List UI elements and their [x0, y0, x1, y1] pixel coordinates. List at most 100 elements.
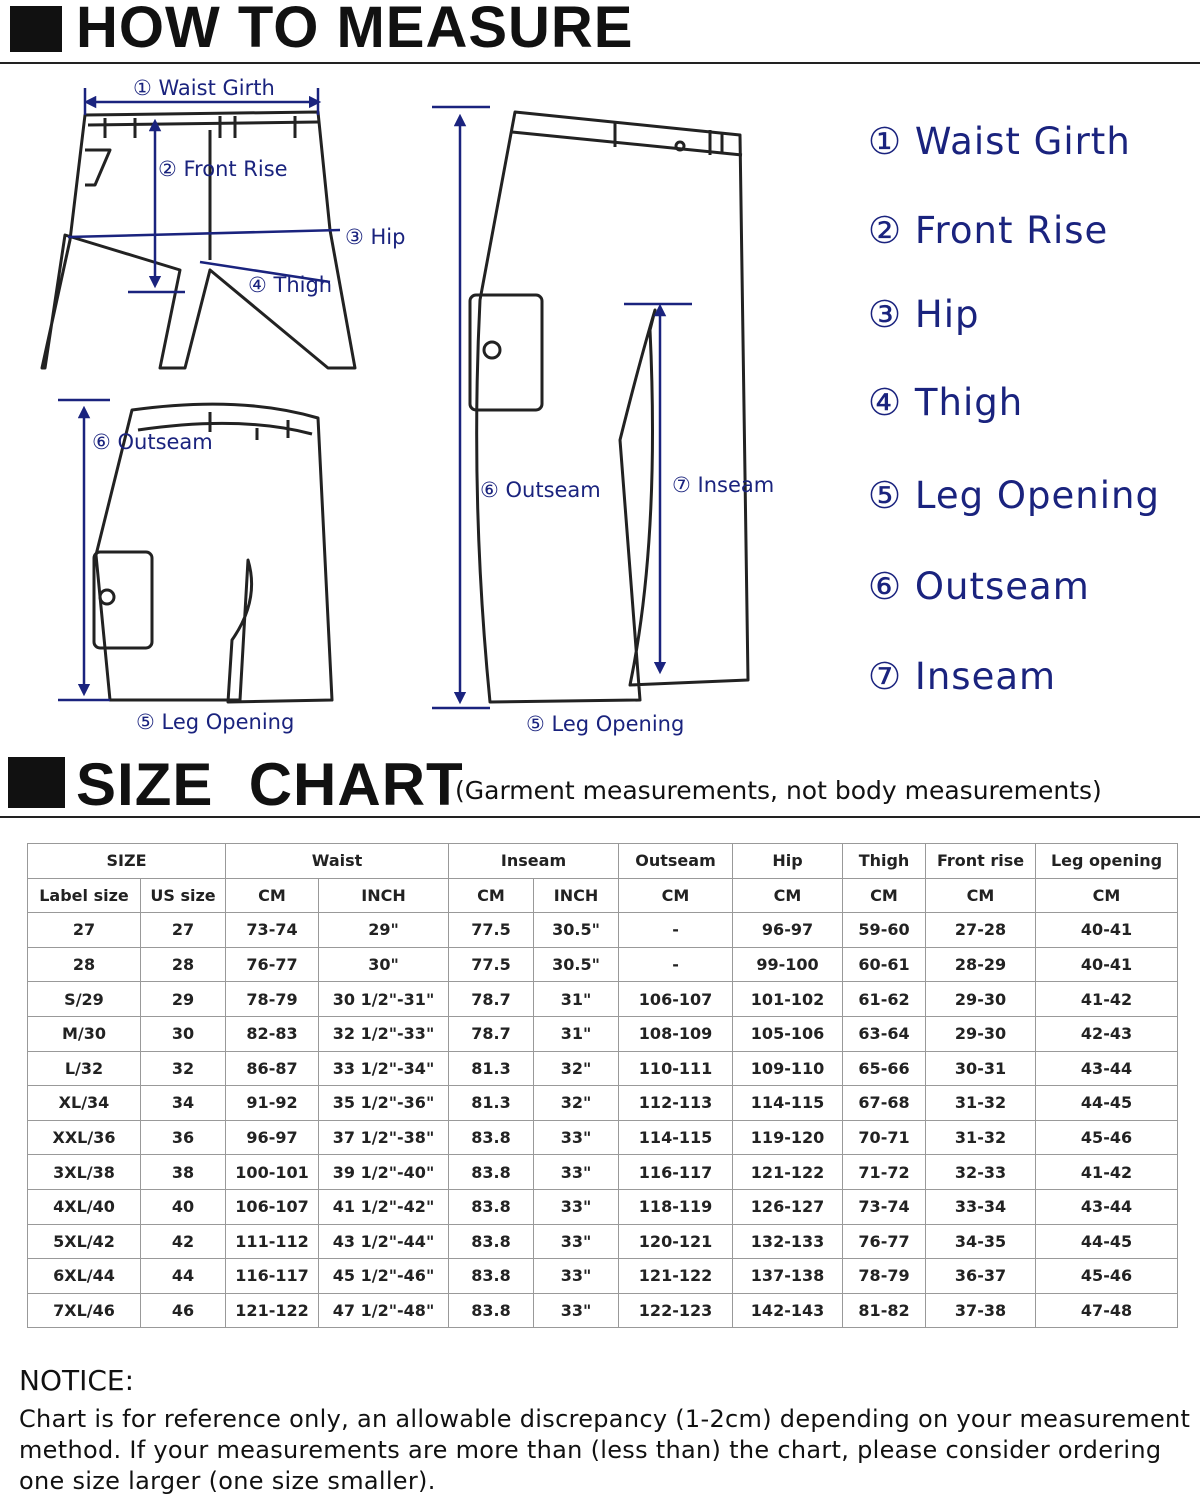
table-cell: 33" [533, 1119, 620, 1156]
table-cell: 119-120 [732, 1119, 844, 1156]
table-cell: 78.7 [448, 981, 535, 1017]
table-cell: 78-79 [225, 981, 320, 1017]
section-subtitle: (Garment measurements, not body measurem… [455, 776, 1102, 805]
table-cell: 82-83 [225, 1015, 320, 1052]
column-header: INCH [318, 877, 450, 914]
table-cell: 32-33 [925, 1154, 1037, 1190]
table-cell: 28-29 [925, 946, 1037, 983]
legend-item: ⑥ Outseam [868, 565, 1090, 608]
table-row: 27 27 73-74 29" 77.5 30.5" -96-97 59-60 27-28 40-… [27, 912, 1179, 948]
table-cell: 29-30 [925, 981, 1037, 1017]
legend-item: ③ Hip [868, 293, 980, 336]
table-cell: 33-34 [925, 1188, 1037, 1225]
table-row: XL/34 34 91-92 35 1/2"-36" 81.3 32" 112-113 114… [27, 1085, 1179, 1121]
diagram-label: ④ Thigh [248, 273, 333, 297]
table-cell: 60-61 [842, 946, 927, 983]
column-header: CM [842, 877, 927, 914]
table-cell: 43 1/2"-44" [318, 1223, 450, 1260]
table-cell: 40-41 [1035, 946, 1179, 983]
group-header: Outseam [618, 843, 734, 879]
table-row: 3XL/38 38 100-101 39 1/2"-40" 83.8 33" 116-117… [27, 1154, 1179, 1190]
table-cell: 36-37 [925, 1258, 1037, 1294]
table-cell: 4XL/40 [27, 1188, 141, 1225]
table-cell: 37 1/2"-38" [318, 1119, 450, 1156]
table-cell: 28 [27, 946, 141, 983]
legend-item: ④ Thigh [868, 381, 1024, 424]
diagram-label: ⑤ Leg Opening [526, 712, 685, 736]
table-cell: 42-43 [1035, 1015, 1179, 1052]
table-cell: 31-32 [925, 1085, 1037, 1121]
measurement-diagrams [40, 88, 750, 710]
table-cell: 106-107 [618, 981, 734, 1017]
table-cell: 114-115 [618, 1119, 734, 1156]
table-cell: 33" [533, 1223, 620, 1260]
group-header: Leg opening [1035, 843, 1179, 879]
table-cell: 29 [139, 981, 227, 1017]
table-cell: 33 1/2"-34" [318, 1050, 450, 1087]
table-cell: 38 [139, 1154, 227, 1190]
divider [0, 62, 1200, 64]
table-cell: 63-64 [842, 1015, 927, 1052]
table-cell: 111-112 [225, 1223, 320, 1260]
table-cell: - [618, 912, 734, 948]
diagram-label: ③ Hip [345, 225, 406, 249]
table-cell: 78-79 [842, 1258, 927, 1294]
table-cell: 86-87 [225, 1050, 320, 1087]
group-header: Waist [225, 843, 450, 879]
table-cell: L/32 [27, 1050, 141, 1087]
diagram-label: ⑦ Inseam [672, 473, 775, 497]
table-cell: 83.8 [448, 1223, 535, 1260]
table-cell: 114-115 [732, 1085, 844, 1121]
table-cell: 67-68 [842, 1085, 927, 1121]
table-cell: 31" [533, 1015, 620, 1052]
table-cell: 59-60 [842, 912, 927, 948]
table-cell: 44-45 [1035, 1223, 1179, 1260]
table-cell: 36 [139, 1119, 227, 1156]
table-cell: 83.8 [448, 1154, 535, 1190]
table-cell: 61-62 [842, 981, 927, 1017]
size-table: SIZE Waist Inseam Outseam Hip Thigh Fron… [26, 843, 1179, 1329]
table-cell: 40 [139, 1188, 227, 1225]
table-cell: 28 [139, 946, 227, 983]
table-cell: 83.8 [448, 1292, 535, 1329]
table-cell: 120-121 [618, 1223, 734, 1260]
column-row: Label size US size CM INCH CM INCH CM CM CM CM CM [27, 877, 1179, 914]
diagram-label: ① Waist Girth [133, 76, 275, 100]
table-cell: 41-42 [1035, 981, 1179, 1017]
table-cell: 44 [139, 1258, 227, 1294]
group-header: Hip [732, 843, 844, 879]
table-cell: 29" [318, 912, 450, 948]
table-cell: 110-111 [618, 1050, 734, 1087]
table-cell: 29-30 [925, 1015, 1037, 1052]
table-cell: 116-117 [225, 1258, 320, 1294]
table-cell: 112-113 [618, 1085, 734, 1121]
table-cell: 122-123 [618, 1292, 734, 1329]
table-cell: 32" [533, 1085, 620, 1121]
table-cell: 30 [139, 1015, 227, 1052]
table-cell: 37-38 [925, 1292, 1037, 1329]
column-header: CM [225, 877, 320, 914]
table-cell: 100-101 [225, 1154, 320, 1190]
notice-text: Chart is for reference only, an allowabl… [19, 1405, 1191, 1495]
legend-item: ② Front Rise [868, 209, 1109, 252]
table-cell: 7XL/46 [27, 1292, 141, 1329]
column-header: CM [732, 877, 844, 914]
table-cell: 83.8 [448, 1119, 535, 1156]
table-row: 4XL/40 40 106-107 41 1/2"-42" 83.8 33" 118-119… [27, 1188, 1179, 1225]
group-header: SIZE [26, 843, 227, 879]
table-cell: 45-46 [1035, 1258, 1179, 1294]
group-row: SIZE Waist Inseam Outseam Hip Thigh Fron… [26, 843, 1179, 879]
table-cell: 142-143 [732, 1292, 844, 1329]
diagram-label: ② Front Rise [158, 157, 288, 181]
table-cell: 78.7 [448, 1015, 535, 1052]
table-cell: 83.8 [448, 1188, 535, 1225]
column-header: CM [925, 877, 1037, 914]
section-marker [8, 757, 65, 808]
table-cell: 76-77 [225, 946, 320, 983]
table-cell: 41-42 [1035, 1154, 1179, 1190]
legend-item: ⑦ Inseam [868, 655, 1057, 698]
table-cell: 73-74 [225, 912, 320, 948]
table-cell: 81.3 [448, 1050, 535, 1087]
table-cell: 101-102 [732, 981, 844, 1017]
diagram-label: ⑥ Outseam [480, 478, 601, 502]
